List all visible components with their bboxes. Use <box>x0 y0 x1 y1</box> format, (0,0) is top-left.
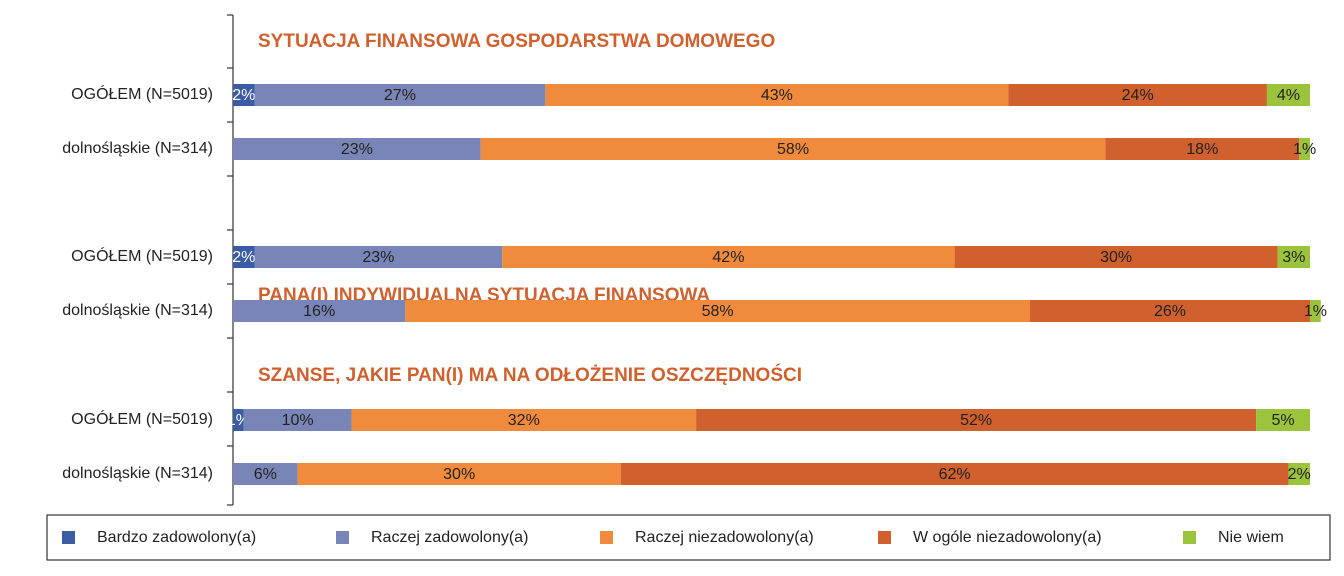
data-label: 3% <box>1282 249 1305 266</box>
bar-segment <box>1105 138 1300 160</box>
bar-segment <box>233 409 244 431</box>
bar-segment <box>233 84 255 106</box>
data-label: 1% <box>1293 141 1316 158</box>
y-tick-label: dolnośląskie (N=314) <box>62 140 213 157</box>
bar-segment <box>254 246 503 268</box>
data-label: 10% <box>282 412 314 429</box>
legend-swatch <box>600 531 613 544</box>
data-label: 24% <box>1122 87 1154 104</box>
legend-label: Raczej niezadowolony(a) <box>635 529 814 546</box>
bar-segment <box>1288 463 1310 485</box>
data-label: 30% <box>443 466 475 483</box>
data-label: 58% <box>702 303 734 320</box>
legend-label: Raczej zadowolony(a) <box>371 529 528 546</box>
y-tick-label: dolnośląskie (N=314) <box>62 465 213 482</box>
legend-swatch <box>62 531 75 544</box>
data-label: 2% <box>232 249 255 266</box>
bar-segment <box>233 463 298 485</box>
bar-segment <box>233 138 481 160</box>
group-title: SYTUACJA FINANSOWA GOSPODARSTWA DOMOWEGO <box>258 31 775 52</box>
bar-segment <box>1277 246 1310 268</box>
bar-segment <box>480 138 1106 160</box>
data-label: 62% <box>939 466 971 483</box>
y-tick-label: OGÓŁEM (N=5019) <box>71 409 213 428</box>
bar-segment <box>1008 84 1267 106</box>
y-tick-label: OGÓŁEM (N=5019) <box>71 84 213 103</box>
data-label: 23% <box>341 141 373 158</box>
data-label: 52% <box>960 412 992 429</box>
bar-segment <box>1256 409 1310 431</box>
bar-segment <box>254 84 546 106</box>
data-label: 6% <box>254 466 277 483</box>
bar-segment <box>297 463 621 485</box>
bar-segment <box>233 246 255 268</box>
data-label: 32% <box>508 412 540 429</box>
legend-swatch <box>878 531 891 544</box>
bar-segment <box>405 300 1030 322</box>
bar-segment <box>696 409 1257 431</box>
data-label: 42% <box>712 249 744 266</box>
bar-segment <box>1266 84 1310 106</box>
data-label: 4% <box>1277 87 1300 104</box>
legend-label: Nie wiem <box>1218 529 1284 546</box>
bar-segment <box>1029 300 1310 322</box>
y-tick-label: dolnośląskie (N=314) <box>62 302 213 319</box>
bar-segment <box>502 246 955 268</box>
bar-segment <box>545 84 1009 106</box>
legend-swatch <box>336 531 349 544</box>
bar-segment <box>1310 300 1321 322</box>
data-label: 16% <box>303 303 335 320</box>
y-tick-label: OGÓŁEM (N=5019) <box>71 246 213 265</box>
data-label: 30% <box>1100 249 1132 266</box>
bar-segment <box>620 463 1289 485</box>
data-label: 23% <box>362 249 394 266</box>
legend-label: Bardzo zadowolony(a) <box>97 529 256 546</box>
bar-segment <box>954 246 1278 268</box>
bar-segment <box>243 409 352 431</box>
data-label: 26% <box>1154 303 1186 320</box>
data-label: 18% <box>1186 141 1218 158</box>
bar-segment <box>233 300 406 322</box>
data-label: 1% <box>1304 303 1327 320</box>
bar-segment <box>351 409 697 431</box>
data-label: 2% <box>1288 466 1311 483</box>
data-label: 2% <box>232 87 255 104</box>
legend-label: W ogóle niezadowolony(a) <box>913 529 1102 546</box>
group-title: SZANSE, JAKIE PAN(I) MA NA ODŁOŻENIE OSZ… <box>258 364 802 386</box>
legend-box <box>46 514 1331 561</box>
data-label: 43% <box>761 87 793 104</box>
legend-swatch <box>1183 531 1196 544</box>
data-label: 58% <box>777 141 809 158</box>
bar-segment <box>1299 138 1310 160</box>
data-label: 5% <box>1272 412 1295 429</box>
data-label: 27% <box>384 87 416 104</box>
